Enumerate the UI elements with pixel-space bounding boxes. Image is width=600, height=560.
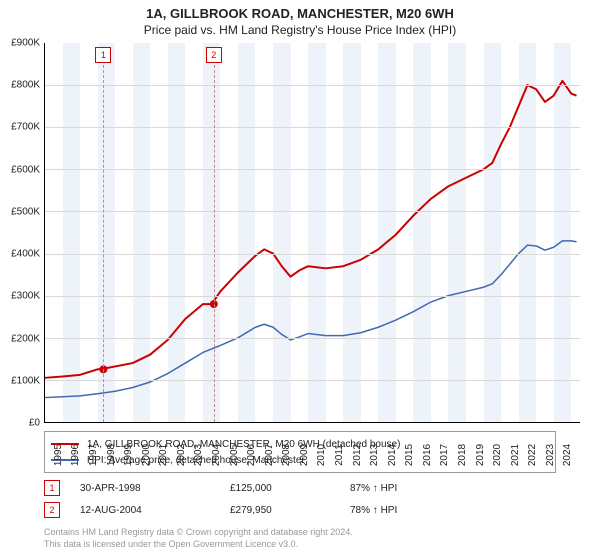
x-axis-label: 2014 (387, 444, 398, 466)
x-axis-label: 2016 (422, 444, 433, 466)
gridline (45, 127, 580, 128)
x-axis-label: 2024 (562, 444, 573, 466)
x-axis-label: 1995 (53, 444, 64, 466)
x-axis-label: 2007 (264, 444, 275, 466)
x-axis-label: 1998 (106, 444, 117, 466)
gridline (45, 338, 580, 339)
chart-subtitle: Price paid vs. HM Land Registry's House … (0, 23, 600, 37)
x-axis-label: 2003 (193, 444, 204, 466)
x-axis-label: 2000 (141, 444, 152, 466)
plot-region: 12 (44, 43, 580, 423)
chart-area: 12 £0£100K£200K£300K£400K£500K£600K£700K… (44, 43, 580, 423)
footer-line-2: This data is licensed under the Open Gov… (44, 539, 556, 551)
row-marker: 1 (44, 480, 60, 496)
sale-marker: 2 (206, 47, 222, 63)
x-axis-label: 2002 (176, 444, 187, 466)
y-axis-label: £0 (29, 418, 40, 429)
x-axis-label: 2020 (492, 444, 503, 466)
x-axis-label: 2004 (211, 444, 222, 466)
x-axis-label: 2005 (229, 444, 240, 466)
x-axis-label: 2010 (316, 444, 327, 466)
row-price: £125,000 (230, 483, 350, 494)
gridline (45, 254, 580, 255)
chart-title: 1A, GILLBROOK ROAD, MANCHESTER, M20 6WH (0, 6, 600, 21)
sale-vline (214, 65, 215, 422)
x-axis-label: 1997 (88, 444, 99, 466)
gridline (45, 169, 580, 170)
x-axis-label: 1996 (70, 444, 81, 466)
x-axis-label: 2008 (281, 444, 292, 466)
x-axis-label: 2013 (369, 444, 380, 466)
x-axis-label: 2006 (246, 444, 257, 466)
gridline (45, 85, 580, 86)
gridline (45, 211, 580, 212)
x-axis-label: 1999 (123, 444, 134, 466)
y-axis-label: £700K (11, 122, 40, 133)
x-axis-label: 2017 (439, 444, 450, 466)
x-axis-label: 2012 (352, 444, 363, 466)
y-axis-label: £200K (11, 333, 40, 344)
sale-marker: 1 (95, 47, 111, 63)
footer-text: Contains HM Land Registry data © Crown c… (44, 527, 556, 550)
chart-svg (45, 43, 580, 422)
gridline (45, 380, 580, 381)
y-axis-label: £400K (11, 249, 40, 260)
row-pct: 78% ↑ HPI (350, 505, 556, 516)
sales-table: 1 30-APR-1998£125,00087% ↑ HPI 2 12-AUG-200… (44, 477, 556, 521)
x-axis-label: 2022 (527, 444, 538, 466)
x-axis-label: 2001 (158, 444, 169, 466)
y-axis-label: £500K (11, 206, 40, 217)
x-axis-label: 2009 (299, 444, 310, 466)
row-price: £279,950 (230, 505, 350, 516)
x-axis-label: 2015 (404, 444, 415, 466)
sale-vline (103, 65, 104, 422)
table-row: 2 12-AUG-2004£279,95078% ↑ HPI (44, 499, 556, 521)
y-axis-label: £800K (11, 80, 40, 91)
y-axis-label: £100K (11, 375, 40, 386)
gridline (45, 296, 580, 297)
row-marker: 2 (44, 502, 60, 518)
chart-container: { "title": "1A, GILLBROOK ROAD, MANCHEST… (0, 0, 600, 550)
y-axis-label: £300K (11, 291, 40, 302)
footer-line-1: Contains HM Land Registry data © Crown c… (44, 527, 556, 539)
y-axis-label: £600K (11, 164, 40, 175)
x-axis-label: 2021 (510, 444, 521, 466)
x-axis-label: 2023 (545, 444, 556, 466)
x-axis-label: 2018 (457, 444, 468, 466)
row-date: 12-AUG-2004 (80, 505, 230, 516)
x-axis-label: 2011 (334, 444, 345, 466)
table-row: 1 30-APR-1998£125,00087% ↑ HPI (44, 477, 556, 499)
row-date: 30-APR-1998 (80, 483, 230, 494)
x-axis-label: 2019 (475, 444, 486, 466)
y-axis-label: £900K (11, 38, 40, 49)
row-pct: 87% ↑ HPI (350, 483, 556, 494)
title-area: 1A, GILLBROOK ROAD, MANCHESTER, M20 6WH … (0, 0, 600, 37)
hpi-line (45, 241, 577, 398)
